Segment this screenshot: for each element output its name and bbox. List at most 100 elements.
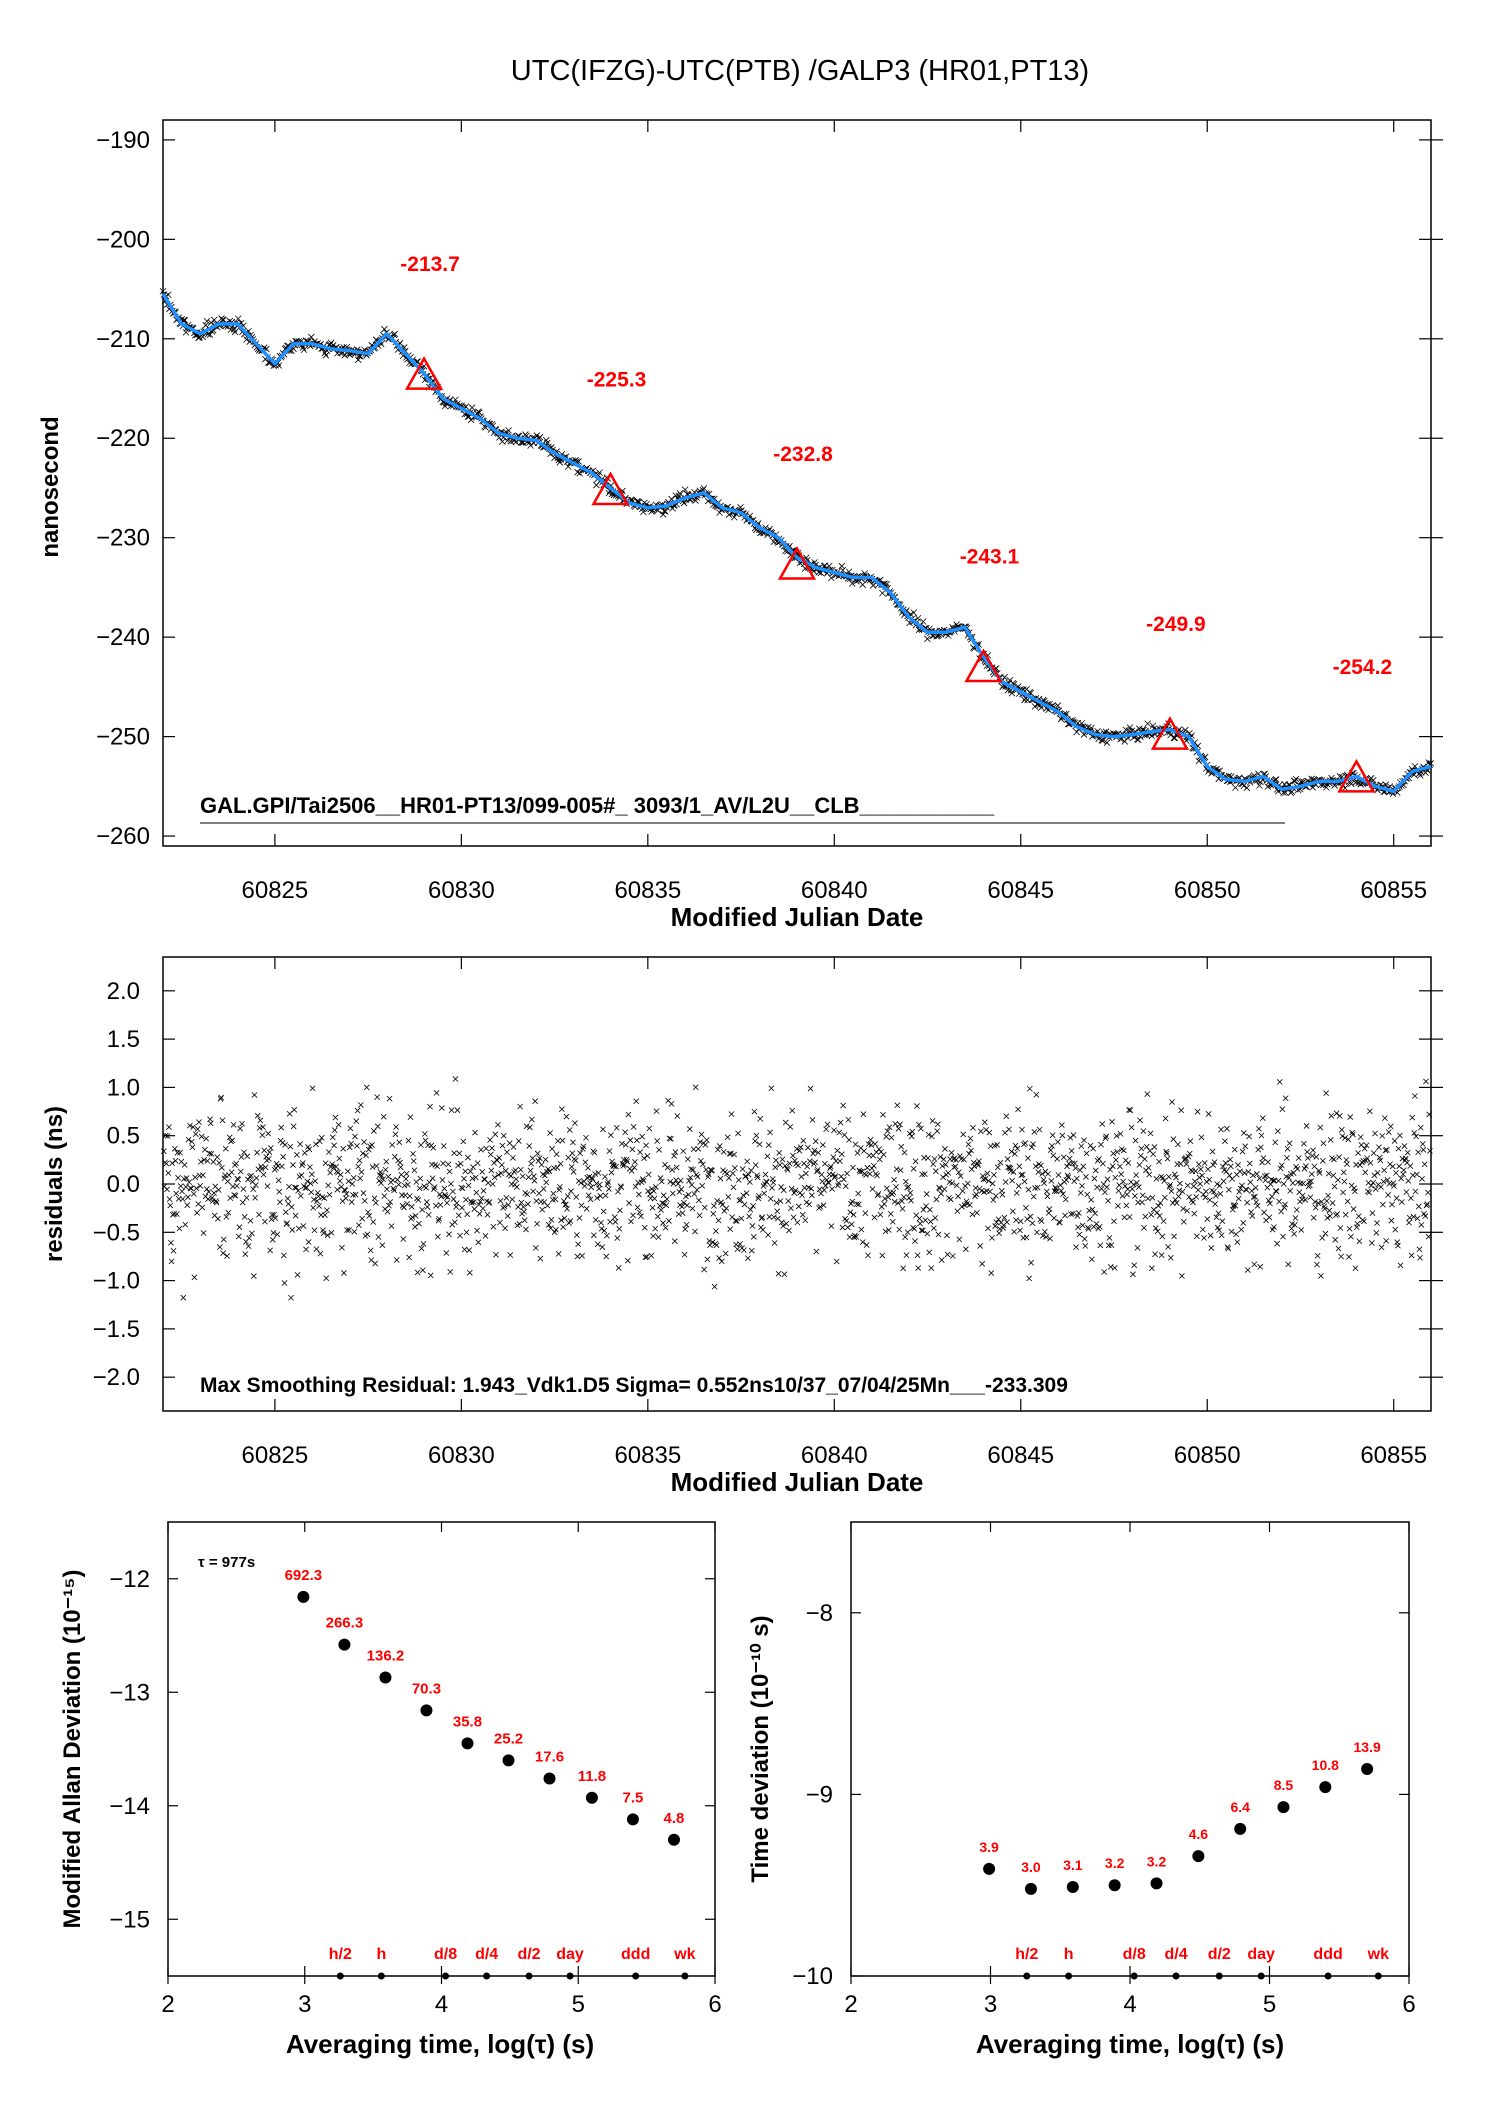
residuals-data-point xyxy=(1035,1169,1042,1175)
residuals-data-point xyxy=(230,1121,237,1128)
residuals-data-point xyxy=(478,1146,484,1153)
residuals-data-point xyxy=(496,1219,503,1226)
residuals-data-point xyxy=(181,1162,188,1168)
residuals-data-point xyxy=(840,1102,847,1109)
residuals-data-point xyxy=(364,1231,371,1238)
tdev-point xyxy=(1150,1877,1163,1890)
mdev-point-label: 17.6 xyxy=(535,1749,564,1766)
residuals-data-point xyxy=(704,1256,711,1263)
residuals-data-point xyxy=(192,1131,199,1137)
residuals-data-point xyxy=(1024,1216,1031,1222)
mdev-x-tick-label: 2 xyxy=(161,1991,174,2018)
residuals-data-point xyxy=(1041,1228,1048,1235)
residuals-data-point xyxy=(888,1134,895,1141)
residuals-data-point xyxy=(585,1164,591,1171)
residuals-data-point xyxy=(928,1265,935,1271)
residuals-data-point xyxy=(790,1152,796,1159)
residuals-data-point xyxy=(906,1130,913,1137)
residuals-data-point xyxy=(933,1196,940,1203)
residuals-data-point xyxy=(1015,1106,1021,1113)
time-series-ylabel: nanosecond xyxy=(37,416,64,557)
residuals-x-tick-label: 60830 xyxy=(428,1442,495,1469)
residuals-data-point xyxy=(375,1234,382,1240)
residuals-data-point xyxy=(537,1255,544,1262)
residuals-data-point xyxy=(180,1294,187,1301)
residuals-data-point xyxy=(583,1134,589,1141)
residuals-data-point xyxy=(1015,1183,1022,1189)
residuals-data-point xyxy=(904,1229,911,1236)
residuals-data-point xyxy=(654,1213,661,1220)
residuals-data-point xyxy=(651,1195,658,1202)
residuals-data-point xyxy=(466,1247,473,1254)
residuals-data-point xyxy=(650,1233,657,1239)
residuals-data-point xyxy=(294,1271,301,1278)
residuals-data-point xyxy=(218,1094,225,1101)
residuals-data-point xyxy=(269,1236,276,1243)
time-series-data-point xyxy=(182,329,190,336)
tdev-point xyxy=(1319,1781,1332,1794)
residuals-data-point xyxy=(921,1171,928,1177)
residuals-data-point xyxy=(630,1212,636,1219)
residuals-data-point xyxy=(624,1158,631,1165)
residuals-data-point xyxy=(251,1092,258,1098)
residuals-data-point xyxy=(359,1215,366,1222)
residuals-data-point xyxy=(319,1194,326,1201)
residuals-data-point xyxy=(452,1076,459,1082)
mdev-period-label: d/4 xyxy=(475,1946,498,1963)
residuals-data-point xyxy=(517,1103,523,1110)
residuals-data-point xyxy=(183,1184,189,1190)
residuals-data-point xyxy=(690,1166,696,1173)
residuals-data-point xyxy=(191,1274,198,1281)
residuals-data-point xyxy=(547,1130,553,1136)
residuals-data-point xyxy=(297,1193,304,1199)
residuals-data-point xyxy=(782,1119,789,1126)
residuals-data-point xyxy=(745,1171,752,1178)
residuals-data-point xyxy=(633,1098,640,1105)
residuals-data-point xyxy=(829,1171,836,1178)
residuals-data-point xyxy=(270,1229,277,1236)
residuals-data-point xyxy=(573,1194,580,1200)
residuals-data-point xyxy=(910,1165,917,1172)
residuals-data-point xyxy=(434,1233,441,1240)
residuals-data-point xyxy=(171,1210,178,1217)
residuals-data-point xyxy=(902,1178,909,1185)
residuals-data-point xyxy=(613,1163,619,1170)
time-series-data-point xyxy=(1098,736,1106,744)
time-series-marker-label: -225.3 xyxy=(587,369,647,392)
residuals-data-point xyxy=(672,1149,679,1155)
residuals-data-point xyxy=(463,1229,470,1236)
residuals-data-point xyxy=(201,1156,208,1163)
residuals-data-point xyxy=(411,1167,418,1174)
residuals-data-point xyxy=(986,1129,993,1136)
residuals-data-point xyxy=(1030,1141,1036,1148)
residuals-data-point xyxy=(261,1147,268,1154)
residuals-data-point xyxy=(988,1270,995,1276)
residuals-data-point xyxy=(1011,1228,1018,1235)
residuals-data-point xyxy=(393,1124,399,1130)
residuals-data-point xyxy=(959,1188,966,1194)
residuals-data-point xyxy=(1036,1126,1043,1133)
residuals-data-point xyxy=(496,1154,503,1161)
residuals-data-point xyxy=(282,1141,289,1148)
residuals-data-point xyxy=(880,1111,886,1118)
residuals-data-point xyxy=(944,1232,950,1239)
mdev-point xyxy=(461,1737,474,1750)
residuals-data-point xyxy=(835,1180,842,1186)
residuals-data-point xyxy=(407,1114,414,1120)
residuals-data-point xyxy=(596,1181,603,1188)
residuals-data-point xyxy=(1019,1126,1025,1133)
residuals-data-point xyxy=(539,1206,546,1213)
residuals-data-point xyxy=(508,1173,514,1179)
residuals-data-point xyxy=(949,1180,956,1187)
residuals-data-point xyxy=(970,1124,976,1131)
time-series-marker-triangle xyxy=(404,356,444,390)
residuals-data-point xyxy=(737,1196,744,1203)
residuals-data-point xyxy=(307,1180,314,1187)
tdev-period-marker xyxy=(1172,1972,1180,1980)
residuals-data-point xyxy=(626,1200,632,1206)
residuals-data-point xyxy=(604,1232,610,1239)
residuals-data-point xyxy=(845,1116,852,1123)
time-series-data-point xyxy=(661,508,669,515)
residuals-data-point xyxy=(310,1204,317,1211)
